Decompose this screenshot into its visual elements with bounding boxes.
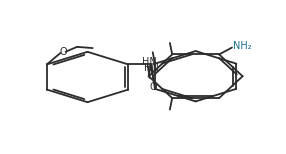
Text: HN: HN — [144, 63, 159, 73]
Text: HN: HN — [142, 57, 157, 67]
Text: O: O — [59, 47, 67, 57]
Text: NH₂: NH₂ — [233, 41, 252, 51]
Text: O: O — [150, 82, 157, 92]
